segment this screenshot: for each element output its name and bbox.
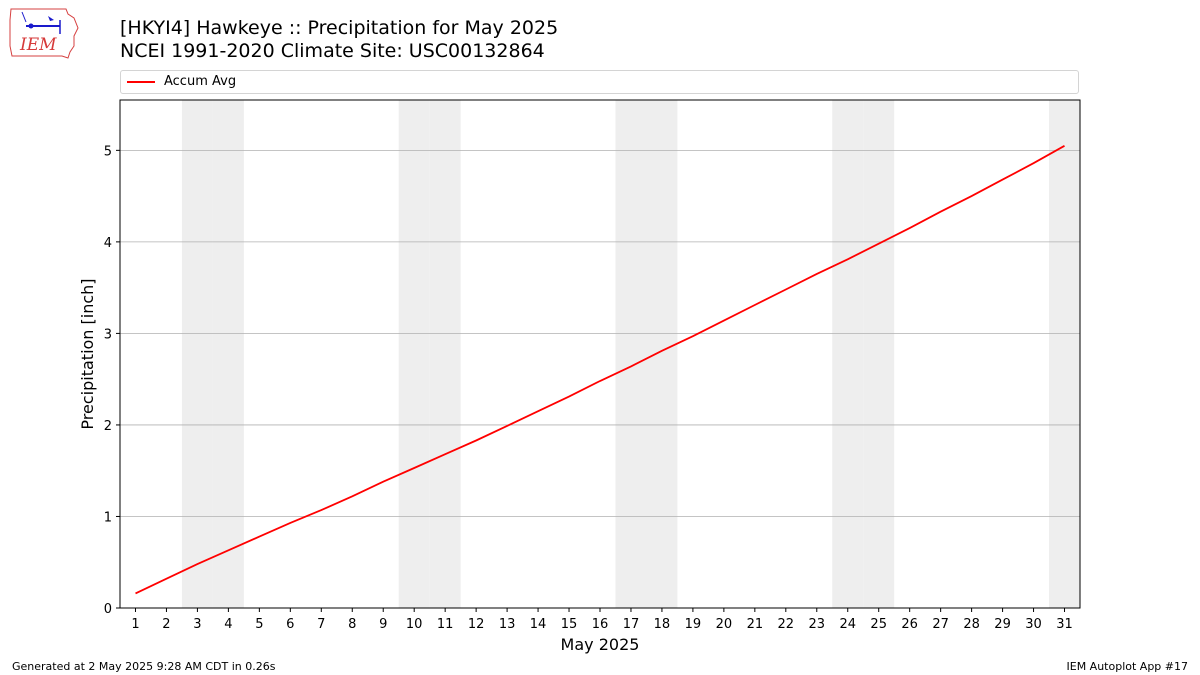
x-tick-label: 15 [561, 617, 578, 632]
x-tick-label: 23 [809, 617, 826, 632]
x-tick-label: 16 [592, 617, 609, 632]
x-tick-label: 21 [747, 617, 764, 632]
x-tick-label: 31 [1056, 617, 1073, 632]
legend: Accum Avg [120, 70, 1079, 94]
y-tick-label: 1 [104, 510, 112, 525]
x-tick-label: 22 [778, 617, 795, 632]
x-tick-label: 17 [623, 617, 640, 632]
weekend-band [1049, 100, 1080, 608]
x-tick-label: 10 [406, 617, 423, 632]
weekend-band [429, 100, 461, 608]
x-tick-label: 8 [348, 617, 356, 632]
app-id-footer: IEM Autoplot App #17 [1066, 660, 1189, 673]
legend-label: Accum Avg [164, 74, 237, 89]
x-tick-label: 14 [530, 617, 547, 632]
x-tick-label: 7 [317, 617, 325, 632]
x-tick-label: 28 [963, 617, 980, 632]
x-tick-label: 12 [468, 617, 485, 632]
x-tick-label: 13 [499, 617, 516, 632]
x-tick-label: 25 [870, 617, 887, 632]
weekend-band [832, 100, 864, 608]
x-tick-label: 3 [193, 617, 201, 632]
x-tick-label: 19 [685, 617, 702, 632]
iem-logo: IEM [8, 6, 80, 60]
y-tick-label: 4 [104, 236, 112, 251]
iem-iowa-logo-icon: IEM [9, 8, 79, 59]
x-tick-label: 11 [437, 617, 454, 632]
x-tick-label: 5 [255, 617, 263, 632]
weekend-band [863, 100, 895, 608]
x-tick-label: 1 [131, 617, 139, 632]
x-tick-label: 6 [286, 617, 294, 632]
x-tick-label: 18 [654, 617, 671, 632]
chart-title: [HKYI4] Hawkeye :: Precipitation for May… [120, 17, 559, 39]
legend-swatch [127, 81, 155, 83]
x-tick-label: 20 [716, 617, 733, 632]
y-tick-label: 5 [104, 144, 112, 159]
y-tick-label: 0 [104, 602, 112, 617]
y-tick-label: 3 [104, 327, 112, 342]
chart-subtitle: NCEI 1991-2020 Climate Site: USC00132864 [120, 40, 545, 62]
weekend-band [615, 100, 647, 608]
weekend-band [398, 100, 430, 608]
x-tick-label: 30 [1025, 617, 1042, 632]
plot-frame [119, 99, 1081, 609]
weekend-band [646, 100, 678, 608]
y-axis-label: Precipitation [inch] [78, 278, 97, 429]
x-tick-label: 26 [901, 617, 918, 632]
iem-logo-text: IEM [19, 35, 57, 55]
x-tick-label: 4 [224, 617, 232, 632]
weekend-band [181, 100, 213, 608]
x-tick-label: 2 [162, 617, 170, 632]
y-tick-label: 2 [104, 419, 112, 434]
series-line-accum-avg [135, 145, 1065, 595]
weekend-band [212, 100, 244, 608]
x-tick-label: 29 [994, 617, 1011, 632]
x-axis-label: May 2025 [561, 635, 640, 654]
generated-footer: Generated at 2 May 2025 9:28 AM CDT in 0… [12, 660, 276, 673]
x-tick-label: 24 [839, 617, 856, 632]
x-tick-label: 9 [379, 617, 387, 632]
x-tick-label: 27 [932, 617, 949, 632]
